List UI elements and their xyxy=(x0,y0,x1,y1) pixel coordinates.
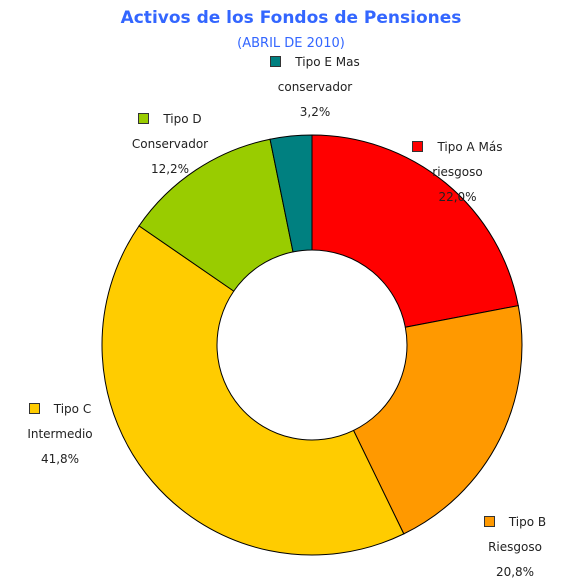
category-label: Tipo C Intermedio xyxy=(5,397,115,447)
legend-swatch xyxy=(483,516,495,527)
category-name: Tipo D Conservador xyxy=(131,112,209,151)
chart-title: Activos de los Fondos de Pensiones xyxy=(120,8,462,28)
data-label: Tipo C Intermedio 41,8% xyxy=(5,397,115,472)
data-label: Tipo D Conservador 12,2% xyxy=(105,107,235,182)
category-name: Tipo B Riesgoso xyxy=(488,515,547,554)
chart-subtitle: (ABRIL DE 2010) xyxy=(237,36,345,51)
value-label: 22,0% xyxy=(438,190,477,204)
donut-slice xyxy=(101,225,405,556)
legend-swatch xyxy=(28,403,40,414)
category-name: Tipo C Intermedio xyxy=(27,402,93,441)
value-label: 20,8% xyxy=(495,565,535,579)
data-label: Tipo A Más riesgoso 22,0% xyxy=(395,135,520,210)
data-label: Tipo B Riesgoso 20,8% xyxy=(465,510,565,585)
category-label: Tipo D Conservador xyxy=(105,107,235,157)
data-label: Tipo E Mas conservador 3,2% xyxy=(250,50,380,125)
legend-swatch xyxy=(138,113,150,124)
category-label: Tipo E Mas conservador xyxy=(250,50,380,100)
legend-swatch xyxy=(270,56,282,67)
category-label: Tipo A Más riesgoso xyxy=(395,135,520,185)
value-label: 41,8% xyxy=(40,452,80,466)
legend-swatch xyxy=(412,141,424,152)
value-label: 12,2% xyxy=(150,162,190,176)
category-label: Tipo B Riesgoso xyxy=(465,510,565,560)
category-name: Tipo E Mas conservador xyxy=(277,55,360,94)
donut-slice xyxy=(138,138,294,292)
category-name: Tipo A Más riesgoso xyxy=(432,140,503,179)
donut-slice xyxy=(311,134,519,328)
value-label: 3,2% xyxy=(299,105,331,119)
donut-slice xyxy=(352,305,523,535)
donut-slice xyxy=(269,134,313,253)
